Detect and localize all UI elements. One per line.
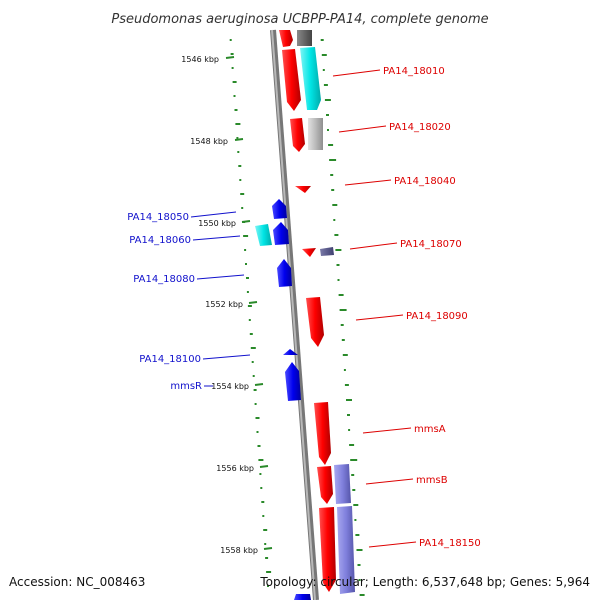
tick-label: 1556 kbp bbox=[216, 464, 254, 473]
gene-arrow[interactable] bbox=[283, 349, 298, 355]
gene-arrow[interactable] bbox=[306, 297, 324, 347]
gene-label[interactable]: PA14_18100 bbox=[139, 354, 201, 365]
gene-label[interactable]: PA14_18070 bbox=[400, 239, 462, 250]
gene-label[interactable]: PA14_18060 bbox=[129, 235, 191, 246]
gene-arrow[interactable] bbox=[314, 402, 331, 465]
gene-label[interactable]: PA14_18040 bbox=[394, 176, 456, 187]
gene-arrow[interactable] bbox=[302, 248, 316, 257]
gene-arrow[interactable] bbox=[317, 466, 333, 504]
tick-label: 1552 kbp bbox=[205, 300, 243, 309]
genome-backbone bbox=[270, 29, 319, 600]
gene-label[interactable]: mmsR bbox=[170, 381, 202, 392]
accession-text: Accession: NC_008463 bbox=[9, 575, 145, 589]
gene-arrow[interactable] bbox=[273, 222, 289, 245]
forward-strand-genes bbox=[279, 30, 336, 592]
gene-label[interactable]: PA14_18150 bbox=[419, 538, 481, 549]
topology-text: Topology: circular; Length: 6,537,648 bp… bbox=[259, 575, 590, 589]
gene-label[interactable]: PA14_18090 bbox=[406, 311, 468, 322]
companion-tracks-left bbox=[255, 224, 272, 246]
coordinate-ticks: 1546 kbp 1548 kbp 1550 kbp 1552 kbp 1554… bbox=[181, 55, 273, 555]
gene-arrow[interactable] bbox=[319, 507, 336, 592]
tick-label: 1548 kbp bbox=[190, 137, 228, 146]
forward-gene-labels: PA14_18010 PA14_18020 PA14_18040 PA14_18… bbox=[332, 66, 481, 549]
gene-label[interactable]: PA14_18080 bbox=[133, 274, 195, 285]
gene-arrow[interactable] bbox=[282, 49, 301, 111]
gene-arrow[interactable] bbox=[295, 186, 311, 193]
gene-arrow[interactable] bbox=[272, 199, 287, 219]
gene-label[interactable]: mmsB bbox=[416, 475, 448, 486]
gene-arrow[interactable] bbox=[277, 259, 292, 287]
gc-dot-track-right bbox=[320, 39, 365, 596]
tick-label: 1558 kbp bbox=[220, 546, 258, 555]
reverse-gene-labels: PA14_18050 PA14_18060 PA14_18080 PA14_18… bbox=[127, 211, 251, 392]
gene-arrow[interactable] bbox=[279, 30, 293, 47]
companion-tracks-right bbox=[297, 30, 355, 594]
tick-label: 1546 kbp bbox=[181, 55, 219, 64]
gene-arrow[interactable] bbox=[294, 594, 311, 600]
reverse-strand-genes bbox=[272, 199, 311, 600]
gene-label[interactable]: PA14_18050 bbox=[127, 212, 189, 223]
gc-dot-track-left bbox=[229, 39, 272, 587]
tick-label: 1554 kbp bbox=[211, 382, 249, 391]
gene-label[interactable]: mmsA bbox=[414, 424, 446, 435]
gene-label[interactable]: PA14_18020 bbox=[389, 122, 451, 133]
map-title: Pseudomonas aeruginosa UCBPP-PA14, compl… bbox=[111, 12, 488, 27]
gene-label[interactable]: PA14_18010 bbox=[383, 66, 445, 77]
gene-arrow[interactable] bbox=[285, 362, 301, 401]
gene-arrow[interactable] bbox=[290, 118, 305, 152]
tick-label: 1550 kbp bbox=[198, 219, 236, 228]
